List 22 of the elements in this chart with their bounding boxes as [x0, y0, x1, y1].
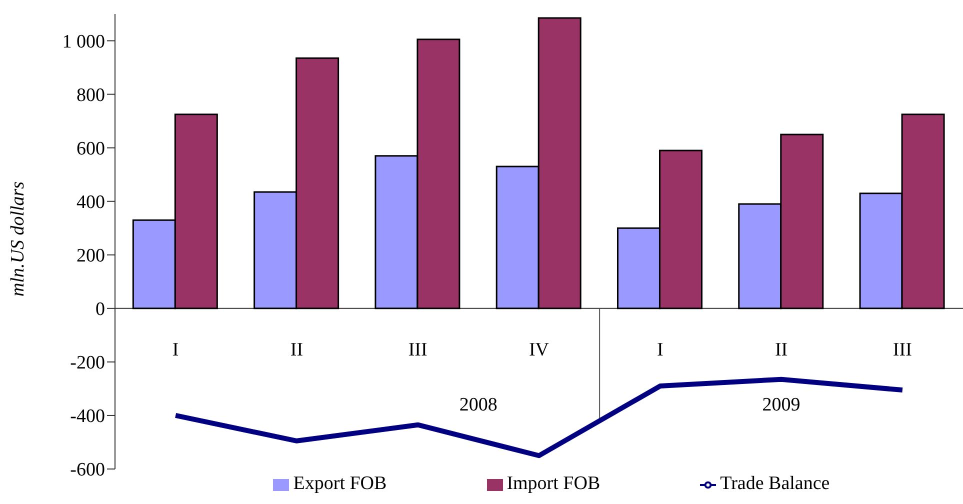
annotation: 2008: [459, 394, 498, 416]
x-tick-label: II: [774, 339, 788, 360]
y-tick-label: -400: [70, 406, 105, 428]
legend-label: Import FOB: [506, 473, 600, 494]
y-tick-label: -600: [70, 460, 105, 481]
x-tick-label: IV: [528, 339, 550, 360]
x-tick-label: II: [290, 339, 304, 360]
annotation: 2009: [762, 394, 800, 416]
y-tick-label: 200: [76, 246, 105, 267]
y-tick-label: 800: [76, 85, 105, 106]
y-tick-label: 0: [96, 299, 105, 320]
y-tick-label: 600: [76, 138, 105, 160]
x-tick-label: I: [656, 339, 664, 360]
x-tick-label: I: [172, 339, 179, 360]
legend-label: Export FOB: [293, 473, 387, 494]
y-axis-title: mln.US dollars: [8, 181, 29, 296]
y-tick-label: 400: [76, 192, 105, 214]
x-tick-label: III: [892, 339, 912, 360]
y-tick-label: 1 000: [62, 32, 105, 53]
y-tick-label: -200: [70, 352, 105, 374]
legend-label: Trade Balance: [720, 473, 830, 494]
x-tick-label: III: [408, 339, 428, 360]
